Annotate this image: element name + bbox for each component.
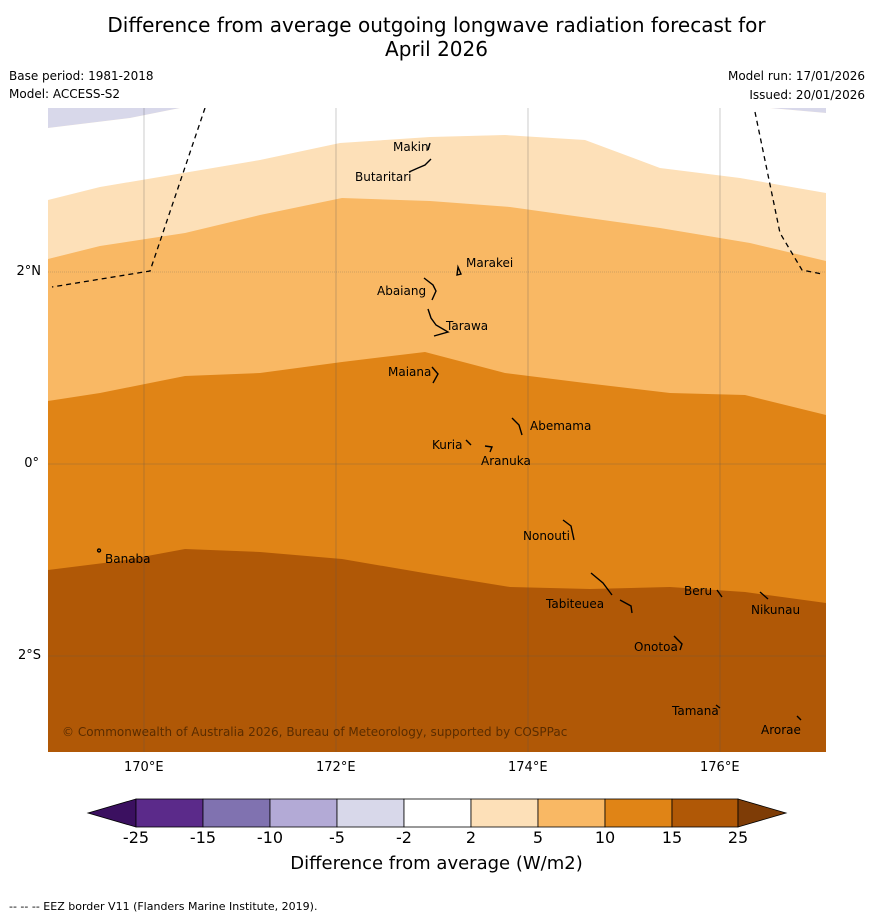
- island-banaba: [96, 548, 102, 553]
- colorbar-tick: -2: [396, 828, 412, 847]
- lat-label-2n: 2°N: [16, 264, 42, 279]
- island-butaritari: [408, 158, 432, 173]
- place-label-nonouti: Nonouti: [523, 529, 570, 543]
- place-label-marakei: Marakei: [466, 256, 513, 270]
- place-label-onotoa: Onotoa: [634, 640, 678, 654]
- island-nonouti: [562, 519, 575, 541]
- place-label-makin: Makin: [393, 140, 429, 154]
- band-anom-negative: [770, 108, 826, 113]
- lat-label-2s: 2°S: [17, 648, 41, 663]
- islands: [96, 142, 802, 721]
- colorbar-tick: 2: [465, 828, 477, 847]
- island-tabiteuea-north: [590, 572, 613, 596]
- band-anom-2-5: [48, 108, 826, 752]
- issued-date: Issued: 20/01/2026: [749, 88, 865, 102]
- band-anom-15-25: [48, 549, 826, 752]
- place-label-aranuka: Aranuka: [481, 454, 531, 468]
- island-arorae: [796, 715, 802, 721]
- island-tamana: [715, 704, 721, 709]
- place-label-banaba: Banaba: [105, 552, 151, 566]
- band-anom-negative: [48, 108, 180, 128]
- lon-label-170e: 170°E: [124, 760, 164, 775]
- island-onotoa: [673, 635, 683, 651]
- place-label-abaiang: Abaiang: [377, 284, 426, 298]
- island-marakei: [456, 264, 462, 276]
- place-label-beru: Beru: [684, 584, 712, 598]
- colorbar-label: Difference from average (W/m2): [290, 853, 583, 874]
- colorbar-bin-3: [269, 798, 338, 828]
- eez-footnote: -- -- -- EEZ border V11 (Flanders Marine…: [9, 900, 318, 913]
- place-label-butaritari: Butaritari: [355, 170, 412, 184]
- band-anom-10-15: [48, 352, 826, 752]
- place-label-tamana: Tamana: [671, 704, 719, 718]
- island-tabiteuea-south: [619, 599, 633, 614]
- island-maiana: [431, 366, 439, 384]
- island-kuria: [465, 439, 472, 446]
- lon-label-172e: 172°E: [316, 760, 356, 775]
- colorbar-under: [86, 798, 137, 828]
- colorbar-bin-8: [604, 798, 673, 828]
- colorbar-tick: 5: [532, 828, 544, 847]
- band-white: [48, 108, 826, 200]
- colorbar-tick: -5: [329, 828, 345, 847]
- island-tarawa: [427, 308, 450, 337]
- colorbar: [86, 798, 788, 828]
- place-label-kuria: Kuria: [432, 438, 463, 452]
- title-line-1: Difference from average outgoing longwav…: [107, 13, 766, 37]
- colorbar-tick: -15: [189, 828, 217, 847]
- colorbar-bin-5: [403, 798, 472, 828]
- colorbar-over: [737, 798, 788, 828]
- copyright-notice: © Commonwealth of Australia 2026, Bureau…: [62, 725, 567, 739]
- island-abemama: [511, 417, 523, 436]
- model-name: Model: ACCESS-S2: [9, 87, 121, 101]
- place-label-arorae: Arorae: [761, 723, 801, 737]
- lon-label-174e: 174°E: [508, 760, 548, 775]
- colorbar-bin-7: [537, 798, 606, 828]
- island-aranuka: [484, 445, 493, 453]
- eez-border: [51, 108, 823, 288]
- place-label-maiana: Maiana: [388, 365, 431, 379]
- band-anom-5-10: [48, 198, 826, 752]
- base-period: Base period: 1981-2018: [9, 69, 154, 83]
- colorbar-tick: 25: [727, 828, 749, 847]
- colorbar-tick: 10: [594, 828, 616, 847]
- place-label-tabiteuea: Tabiteuea: [545, 597, 604, 611]
- lon-label-176e: 176°E: [700, 760, 740, 775]
- colorbar-tick: -10: [256, 828, 284, 847]
- island-nikunau: [759, 591, 769, 600]
- colorbar-bin-4: [336, 798, 405, 828]
- colorbar-bin-2: [202, 798, 271, 828]
- title-line-2: April 2026: [385, 37, 488, 61]
- island-makin: [427, 142, 431, 151]
- island-abaiang: [423, 277, 437, 301]
- place-label-tarawa: Tarawa: [445, 319, 488, 333]
- lat-label-0: 0°: [24, 456, 39, 471]
- colorbar-bin-1: [135, 798, 204, 828]
- colorbar-tick: -25: [122, 828, 150, 847]
- colorbar-bin-6: [470, 798, 539, 828]
- island-beru: [716, 589, 723, 598]
- place-label-nikunau: Nikunau: [751, 603, 800, 617]
- colorbar-tick: 15: [661, 828, 683, 847]
- gridlines: [48, 108, 826, 752]
- model-run: Model run: 17/01/2026: [727, 69, 865, 83]
- colorbar-bin-9: [671, 798, 739, 828]
- place-label-abemama: Abemama: [530, 419, 591, 433]
